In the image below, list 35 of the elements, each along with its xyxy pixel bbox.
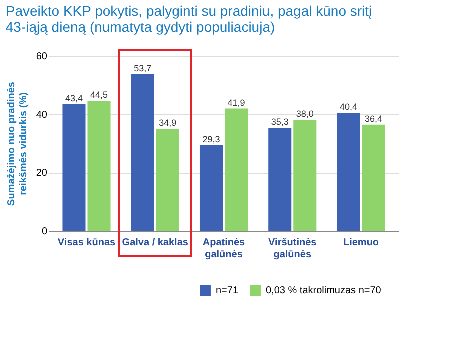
text: reikšmės vidurkis (%)	[18, 92, 30, 196]
y-tick-label: 0	[42, 226, 48, 238]
bar	[268, 128, 292, 231]
data-label: 41,9	[228, 98, 246, 108]
bar	[200, 146, 223, 231]
bar	[88, 101, 111, 231]
data-label: 43,4	[65, 93, 83, 104]
x-tick-label: Liemuo	[343, 238, 380, 248]
y-tick-label: 40	[36, 110, 48, 121]
bar	[225, 108, 248, 231]
x-tick-label: Viršutinės galūnės	[268, 238, 318, 260]
data-label: 34,9	[159, 118, 177, 128]
legend-label: n=71	[216, 286, 239, 297]
y-tick-label: 60	[36, 52, 48, 62]
data-label: 38,0	[296, 109, 314, 120]
bar	[362, 124, 386, 231]
text: Sumažėjimo nuo pradinės	[6, 82, 18, 206]
data-label: 40,4	[340, 102, 358, 112]
bar	[337, 113, 360, 231]
bar	[62, 104, 86, 231]
y-tick-label: 20	[36, 168, 48, 180]
text: 43-iąją dieną (numatyta gydyti populiaciuja)	[6, 19, 276, 35]
data-label: 35,3	[271, 117, 289, 128]
bar	[131, 74, 154, 231]
bar	[156, 129, 180, 231]
x-tick-label: Visas kūnas	[58, 238, 116, 248]
data-label: 44,5	[90, 90, 108, 100]
data-label: 36,4	[365, 114, 383, 124]
data-label: 29,3	[202, 134, 220, 145]
text: Paveikto KKP pokytis, palyginti su pradiniu, pagal kūno sritį	[6, 3, 372, 19]
x-tick-label: Galva / kaklas	[122, 238, 189, 248]
legend-label: 0,03 % takrolimuzas n=70	[266, 286, 382, 297]
x-tick-label: Apatinės galūnės	[202, 238, 246, 260]
bar	[294, 120, 317, 231]
data-label: 53,7	[134, 63, 152, 74]
